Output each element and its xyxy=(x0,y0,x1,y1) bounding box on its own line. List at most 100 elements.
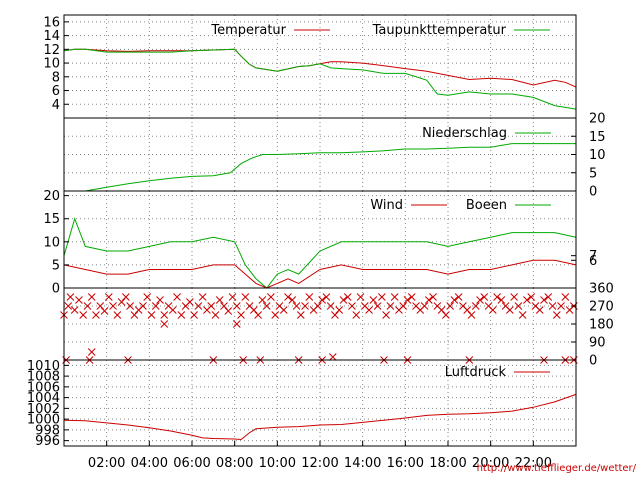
direction-marker xyxy=(254,311,262,319)
direction-marker-stroke xyxy=(87,348,96,356)
direction-marker xyxy=(296,311,305,319)
x-tick-label: 08:00 xyxy=(216,456,253,471)
precipitation-y-tick-label: 10 xyxy=(589,148,606,163)
direction-marker xyxy=(326,302,335,310)
direction-marker xyxy=(356,293,365,301)
direction-marker xyxy=(250,306,258,314)
credit-url: http://www.tiefflieger.de/wetter/ xyxy=(476,463,636,474)
direction-marker-stroke xyxy=(83,302,92,310)
frame-layer xyxy=(63,14,577,447)
pressure-legend-label: Luftdruck xyxy=(445,365,507,380)
direction-marker xyxy=(232,320,241,328)
direction-marker-stroke xyxy=(318,296,326,304)
direction-marker xyxy=(420,302,429,310)
direction-marker-stroke xyxy=(87,293,96,301)
direction-marker xyxy=(544,293,553,301)
direction-marker-stroke xyxy=(220,302,228,310)
direction-marker-stroke xyxy=(523,296,531,304)
pressure-y-tick-label: 1008 xyxy=(27,370,60,385)
direction-marker-stroke xyxy=(331,311,339,319)
x-tick-label: 20:00 xyxy=(472,456,509,471)
direction-marker xyxy=(429,293,437,301)
direction-marker-stroke xyxy=(552,311,561,319)
direction-marker xyxy=(96,302,105,310)
direction-marker xyxy=(446,302,454,310)
direction-marker-stroke xyxy=(328,353,337,361)
direction-marker-stroke xyxy=(365,306,373,314)
direction-marker-stroke xyxy=(75,296,83,304)
direction-marker xyxy=(151,302,160,310)
wind-y-tick-label: 10 xyxy=(43,235,60,250)
direction-marker xyxy=(117,298,126,306)
direction-marker-stroke xyxy=(390,293,399,301)
precipitation-y-tick-label: 0 xyxy=(589,185,597,200)
gusts-line xyxy=(63,217,577,289)
direction-marker xyxy=(318,296,326,304)
direction-marker-stroke xyxy=(104,293,113,301)
direction-marker-stroke xyxy=(186,298,194,306)
direction-marker xyxy=(75,296,83,304)
x-tick-label: 04:00 xyxy=(131,456,168,471)
precipitation-y-tick-label: 15 xyxy=(589,130,606,145)
direction-marker-stroke xyxy=(369,296,378,304)
direction-marker xyxy=(518,311,527,319)
direction-marker xyxy=(122,293,130,301)
direction-marker xyxy=(552,311,561,319)
direction-marker xyxy=(454,293,463,301)
direction-marker xyxy=(258,296,267,304)
direction-marker-stroke xyxy=(228,293,237,301)
temperature-y-tick-label: 6 xyxy=(52,84,60,99)
direction-marker-stroke xyxy=(262,302,271,310)
direction-marker xyxy=(339,296,348,304)
direction-marker-stroke xyxy=(467,311,476,319)
direction-marker-stroke xyxy=(314,302,322,310)
direction-marker-stroke xyxy=(360,302,369,310)
direction-marker-stroke xyxy=(245,302,254,310)
gusts-legend-label: Boeen xyxy=(466,198,507,213)
direction-marker xyxy=(407,293,416,301)
direction-marker xyxy=(424,296,433,304)
direction-marker-stroke xyxy=(501,302,510,310)
direction-marker xyxy=(488,306,497,314)
direction-marker-stroke xyxy=(356,293,365,301)
direction-marker xyxy=(322,293,331,301)
direction-marker-stroke xyxy=(160,311,169,319)
direction-marker-stroke xyxy=(70,306,79,314)
x-tick-label: 22:00 xyxy=(515,456,552,471)
direction-marker-stroke xyxy=(96,302,105,310)
direction-marker xyxy=(403,296,412,304)
pressure-y-tick-label: 1004 xyxy=(27,391,60,406)
direction-marker xyxy=(390,293,399,301)
direction-marker xyxy=(215,296,224,304)
direction-marker xyxy=(471,302,480,310)
direction-marker xyxy=(527,293,536,301)
direction-marker xyxy=(284,293,292,301)
direction-marker-stroke xyxy=(433,302,442,310)
direction-marker-stroke xyxy=(378,293,386,301)
direction-marker xyxy=(506,306,514,314)
direction-marker xyxy=(64,302,73,310)
direction-marker-stroke xyxy=(463,306,472,314)
direction-marker-stroke xyxy=(254,311,262,319)
direction-marker-stroke xyxy=(403,296,412,304)
direction-marker xyxy=(207,302,216,310)
direction-marker-stroke xyxy=(561,293,570,301)
direction-marker xyxy=(143,293,152,301)
direction-y-tick-label: 360 xyxy=(589,282,614,297)
direction-marker-stroke xyxy=(164,302,173,310)
direction-marker xyxy=(373,302,382,310)
direction-marker xyxy=(177,311,186,319)
x-tick-label: 06:00 xyxy=(173,456,210,471)
direction-marker-stroke xyxy=(211,311,220,319)
direction-marker xyxy=(328,353,337,361)
x-tick-label: 16:00 xyxy=(387,456,424,471)
x-tick-label: 12:00 xyxy=(301,456,338,471)
direction-marker xyxy=(224,307,233,315)
direction-marker-stroke xyxy=(348,302,356,310)
direction-marker xyxy=(476,296,484,304)
direction-marker xyxy=(331,311,339,319)
dewpoint-legend-label: Taupunkttemperatur xyxy=(372,23,507,38)
direction-marker xyxy=(382,311,390,319)
direction-marker xyxy=(348,302,356,310)
